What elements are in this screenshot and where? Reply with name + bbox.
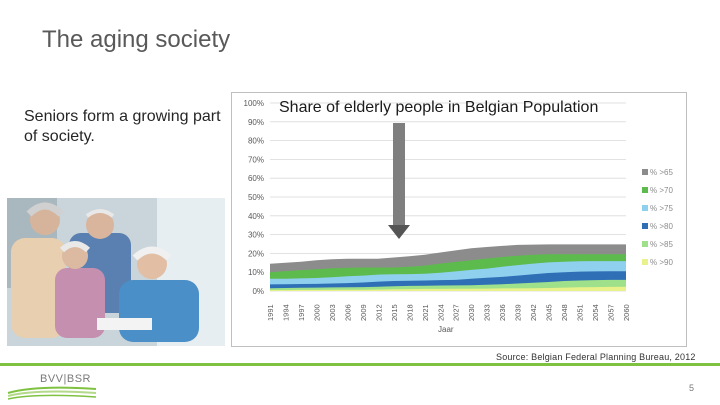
legend-label: % >65	[650, 168, 673, 177]
series-area	[270, 286, 626, 291]
seniors-photo	[7, 198, 225, 346]
x-tick-label: 1994	[281, 304, 290, 321]
chart-frame: 0% 10% 20% 30% 40% 50% 60% 70% 80% 90% 100% 1991 199…	[231, 92, 687, 347]
x-tick-label: 2042	[529, 304, 538, 321]
x-tick-label: 2060	[622, 304, 631, 321]
x-tick-label: 2027	[452, 304, 461, 321]
legend-swatch	[642, 241, 648, 247]
legend-swatch	[642, 223, 648, 229]
x-tick-label: 2003	[328, 304, 337, 321]
y-tick-label: 50%	[248, 193, 264, 202]
x-tick-label: 2012	[374, 304, 383, 321]
legend-label: % >75	[650, 204, 673, 213]
y-tick-label: 40%	[248, 212, 264, 221]
legend-label: % >85	[650, 240, 673, 249]
chart-title: Share of elderly people in Belgian Popul…	[279, 99, 599, 116]
footer-band	[0, 363, 720, 366]
source-note: Source: Belgian Federal Planning Bureau,…	[496, 352, 696, 362]
legend-swatch	[642, 205, 648, 211]
x-tick-label: 2054	[591, 304, 600, 321]
x-tick-label: 2021	[421, 304, 430, 321]
legend-swatch	[642, 187, 648, 193]
area-chart: 0% 10% 20% 30% 40% 50% 60% 70% 80% 90% 100% 1991 199…	[244, 99, 674, 334]
slide-title: The aging society	[42, 26, 231, 53]
legend-label: % >90	[650, 258, 673, 267]
x-tick-label: 2048	[560, 304, 569, 321]
x-tick-label: 2036	[498, 304, 507, 321]
x-tick-label: 2033	[483, 304, 492, 321]
x-tick-label: 2039	[514, 304, 523, 321]
annotation-arrow-shaft	[393, 123, 405, 225]
x-tick-label: 2018	[405, 304, 414, 321]
y-tick-label: 10%	[248, 268, 264, 277]
y-tick-label: 60%	[248, 174, 264, 183]
y-tick-label: 30%	[248, 231, 264, 240]
x-tick-label: 2045	[545, 304, 554, 321]
x-tick-label: 1997	[297, 304, 306, 321]
y-tick-label: 100%	[244, 99, 264, 108]
y-tick-label: 70%	[248, 155, 264, 164]
x-tick-label: 2009	[359, 304, 368, 321]
x-tick-label: 2015	[390, 304, 399, 321]
legend-label: % >70	[650, 186, 673, 195]
x-tick-label: 2030	[467, 304, 476, 321]
annotation-arrow-head	[388, 225, 410, 239]
legend-label: % >80	[650, 222, 673, 231]
x-tick-label: 2024	[436, 304, 445, 321]
x-tick-label: 1991	[266, 304, 275, 321]
x-tick-label: 2006	[343, 304, 352, 321]
legend-swatch	[642, 259, 648, 265]
x-tick-label: 2057	[607, 304, 616, 321]
x-axis-label: Jaar	[438, 325, 454, 334]
x-tick-label: 2000	[312, 304, 321, 321]
x-tick-label: 2051	[576, 304, 585, 321]
legend-swatch	[642, 169, 648, 175]
logo-text: BVV|BSR	[40, 373, 91, 385]
page-number: 5	[689, 383, 695, 393]
bvv-bsr-logo	[7, 386, 97, 400]
y-tick-label: 90%	[248, 118, 264, 127]
intro-text: Seniors form a growing part of society.	[24, 108, 221, 145]
y-tick-label: 20%	[248, 249, 264, 258]
y-tick-label: 80%	[248, 137, 264, 146]
y-tick-label: 0%	[252, 287, 264, 296]
